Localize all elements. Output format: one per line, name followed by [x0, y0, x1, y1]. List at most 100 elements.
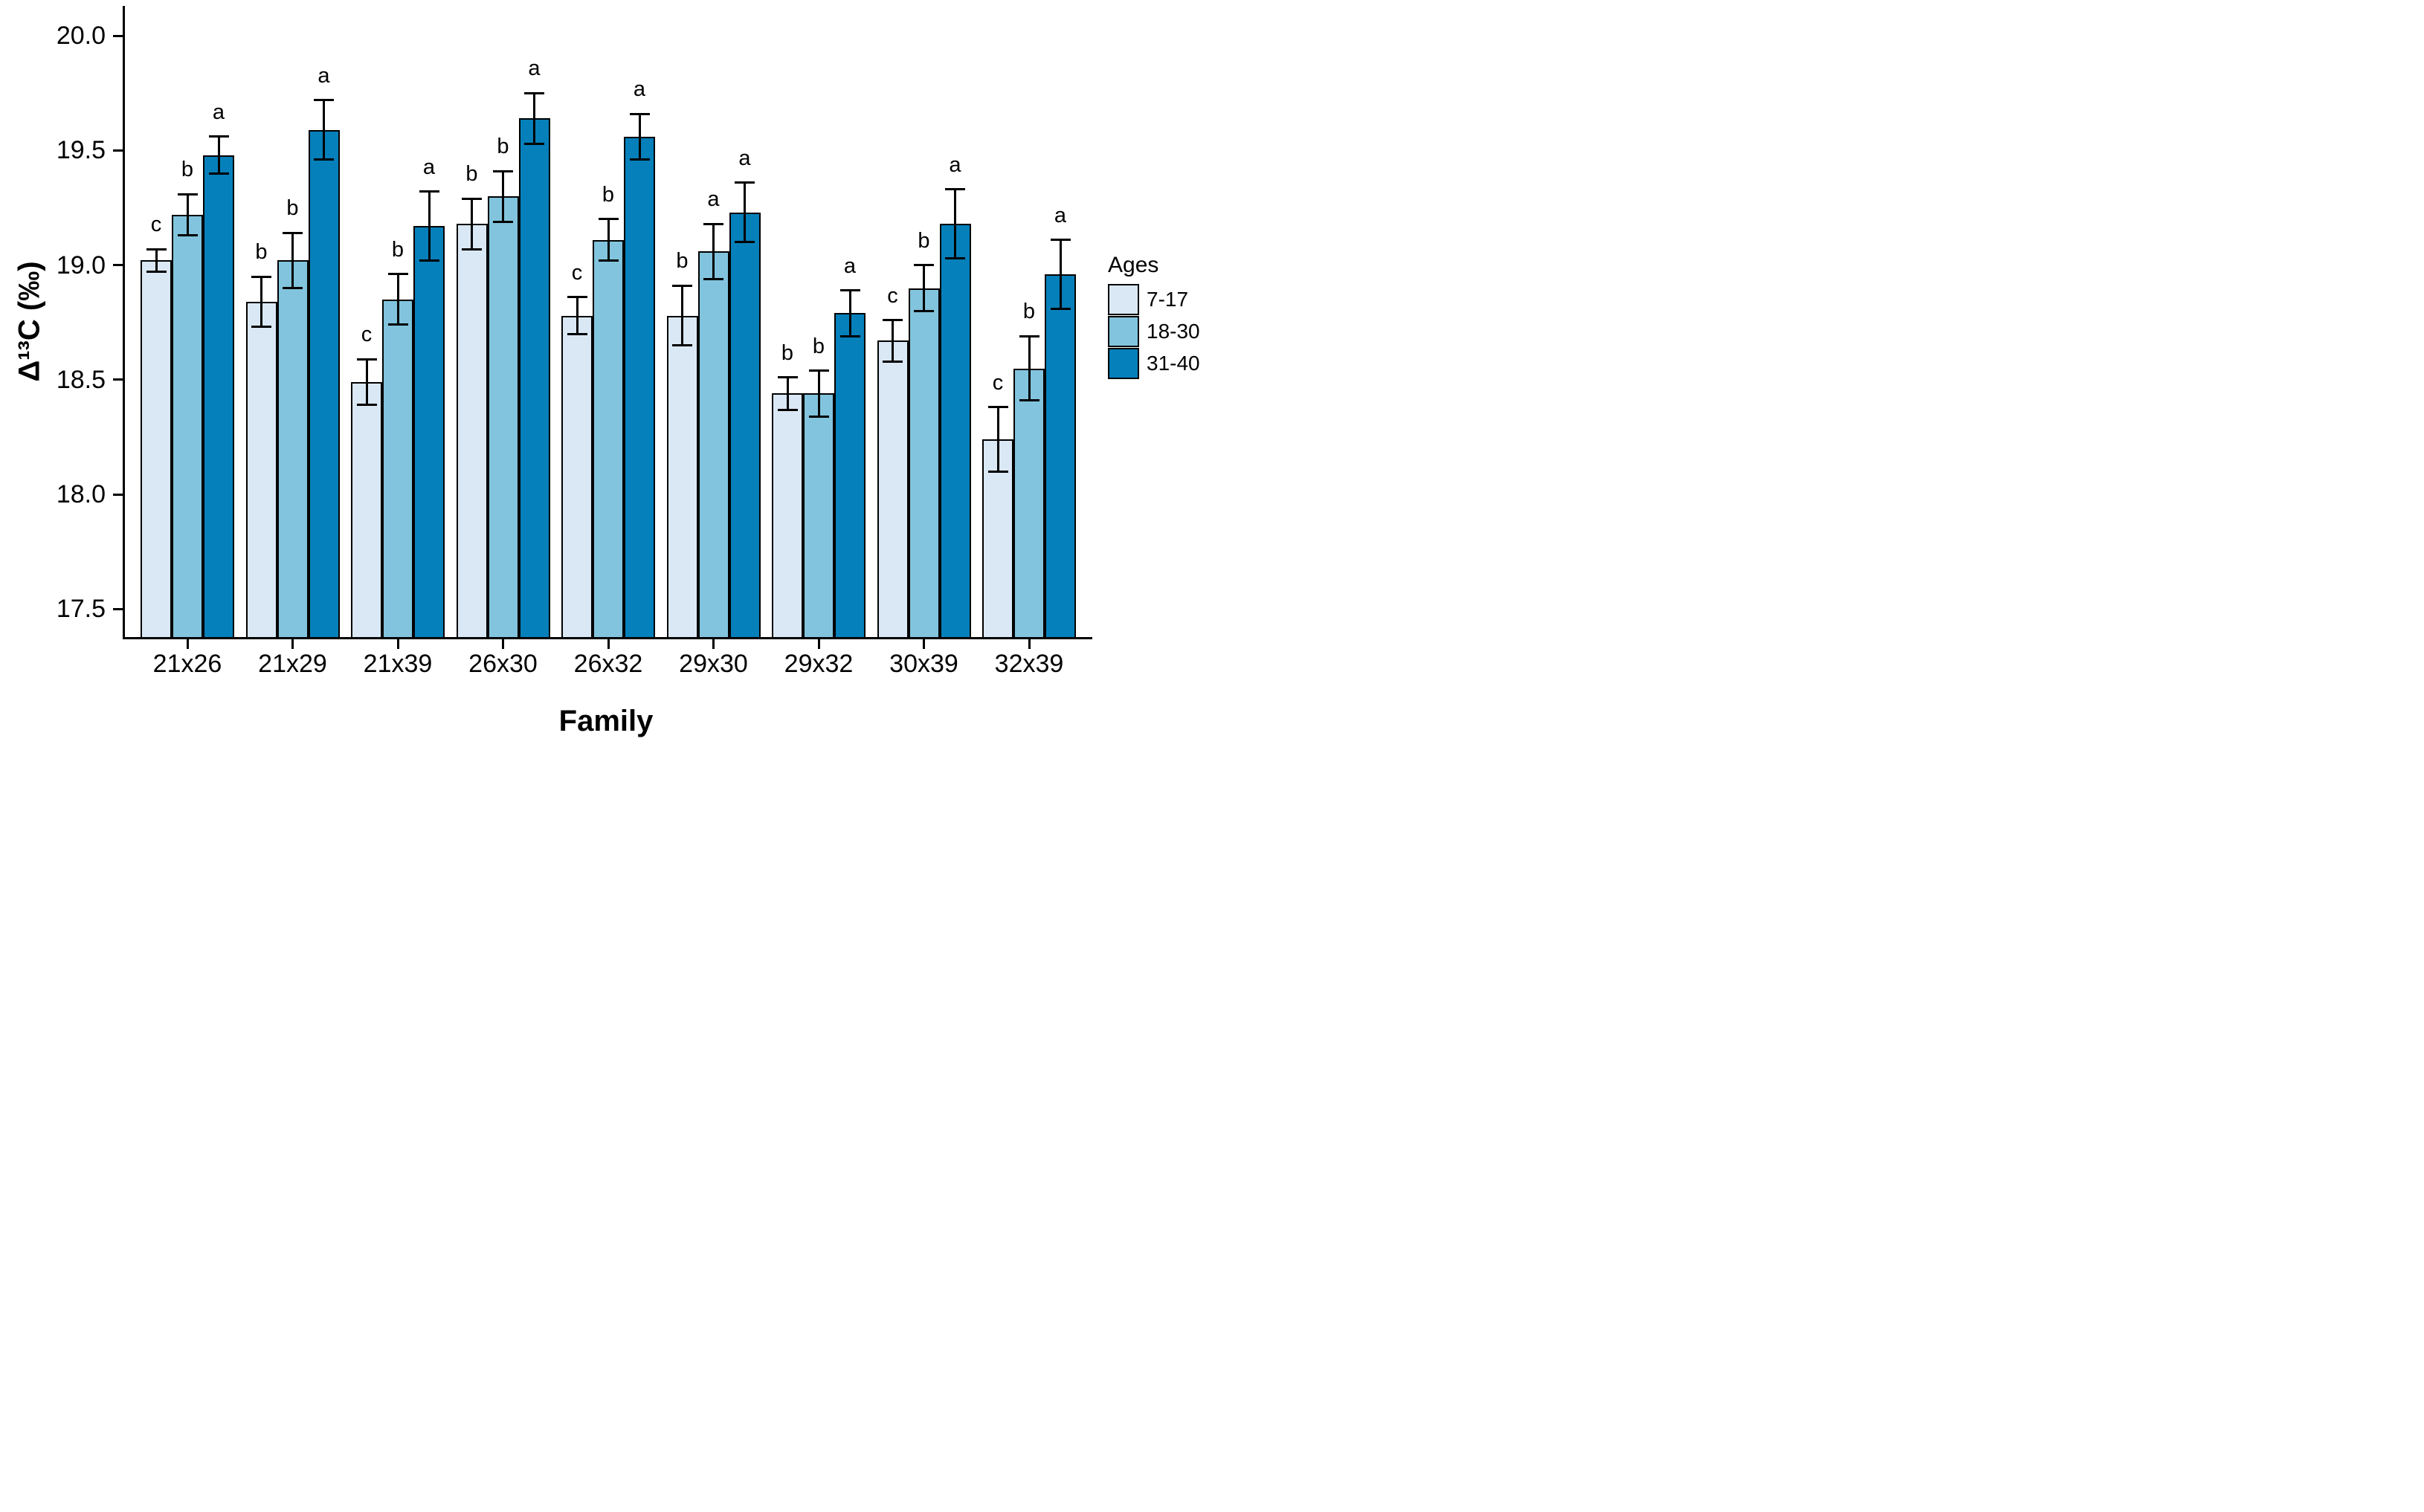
bar-18-30-21x26 — [172, 214, 203, 639]
bar-18-30-29x30 — [697, 251, 729, 639]
error-bar-cap-bottom — [1050, 307, 1071, 310]
sig-letter: b — [602, 182, 615, 207]
sig-letter: a — [949, 152, 961, 177]
bar-31-40-21x29 — [308, 129, 340, 639]
bar-7-17-32x39 — [982, 439, 1013, 639]
error-bar-line — [607, 219, 610, 261]
error-bar-cap-bottom — [735, 241, 755, 244]
error-bar-cap-top — [493, 169, 513, 172]
bar-31-40-32x39 — [1045, 274, 1076, 639]
legend-item-label: 18-30 — [1147, 320, 1200, 343]
error-bar-cap-top — [177, 193, 198, 196]
error-bar-cap-top — [524, 91, 544, 94]
bar-18-30-21x29 — [277, 260, 309, 639]
x-tick — [923, 639, 925, 649]
bar-7-17-21x26 — [141, 260, 172, 639]
error-bar-cap-bottom — [524, 142, 544, 145]
bar-18-30-21x39 — [382, 299, 413, 639]
error-bar-cap-bottom — [598, 259, 619, 262]
error-bar-cap-top — [883, 319, 903, 322]
sig-letter: c — [887, 283, 898, 308]
error-bar-cap-top — [598, 218, 619, 221]
error-bar-line — [638, 114, 641, 160]
sig-letter: b — [918, 228, 930, 253]
error-bar-cap-top — [914, 264, 934, 267]
y-axis-line — [122, 6, 125, 639]
legend-title: Ages — [1108, 253, 1159, 277]
error-bar-cap-top — [387, 273, 408, 276]
x-tick — [186, 639, 189, 649]
sig-letter: c — [992, 370, 1004, 395]
error-bar-cap-top — [735, 181, 755, 184]
bar-18-30-30x39 — [908, 288, 940, 639]
x-tick-label: 30x39 — [889, 650, 958, 678]
y-tick — [112, 378, 123, 381]
error-bar-cap-top — [356, 358, 377, 361]
error-bar-cap-bottom — [251, 326, 271, 329]
x-tick — [712, 639, 715, 649]
error-bar-cap-bottom — [462, 248, 482, 251]
error-bar-line — [217, 136, 220, 174]
sig-letter: b — [497, 135, 509, 159]
y-tick-label: 17.5 — [56, 595, 106, 624]
error-bar-cap-top — [777, 376, 798, 379]
error-bar-cap-bottom — [883, 360, 903, 363]
error-bar-cap-bottom — [146, 271, 167, 274]
error-bar-cap-bottom — [387, 323, 408, 326]
sig-letter: b — [181, 158, 194, 181]
sig-letter: a — [317, 63, 330, 88]
x-tick-label: 29x30 — [679, 650, 748, 678]
error-bar-cap-top — [567, 296, 587, 299]
y-tick-label: 18.0 — [56, 480, 106, 509]
error-bar-cap-bottom — [777, 408, 798, 411]
sig-letter: b — [781, 340, 794, 365]
error-bar-cap-bottom — [945, 256, 965, 259]
sig-letter: a — [1054, 203, 1067, 227]
error-bar-line — [954, 189, 956, 259]
legend-swatch-18-30 — [1108, 316, 1139, 347]
x-axis-title: Family — [558, 705, 654, 737]
sig-letter: c — [571, 260, 583, 285]
bar-7-17-26x32 — [561, 315, 593, 639]
y-tick — [112, 149, 123, 152]
sig-letter: b — [465, 162, 478, 187]
y-tick-label: 19.5 — [56, 136, 106, 165]
bar-31-40-29x32 — [834, 313, 866, 639]
bar-7-17-29x30 — [666, 315, 698, 639]
x-tick — [607, 639, 610, 649]
x-tick — [1028, 639, 1031, 649]
legend-swatch-31-40 — [1108, 348, 1139, 379]
y-tick — [112, 34, 123, 37]
bar-31-40-30x39 — [939, 224, 971, 639]
sig-letter: b — [286, 196, 299, 221]
bar-18-30-29x32 — [803, 393, 834, 639]
x-tick-label: 21x26 — [152, 650, 222, 678]
x-tick-label: 21x29 — [258, 650, 327, 678]
legend-item-label: 7-17 — [1147, 288, 1189, 311]
error-bar-cap-bottom — [493, 220, 513, 223]
error-bar-cap-bottom — [314, 158, 334, 161]
sig-letter: c — [150, 213, 162, 237]
sig-letter: b — [676, 249, 689, 274]
error-bar-line — [471, 198, 473, 250]
error-bar-cap-top — [839, 289, 860, 292]
sig-letter: b — [255, 240, 268, 265]
error-bar-line — [996, 407, 999, 472]
plot-area: c b a 21x26 b b a 21x29 c b a 21x39 b b a 26x30 c b a 26x32… — [0, 0, 1212, 756]
error-bar-cap-top — [703, 222, 723, 225]
error-bar-line — [576, 297, 578, 335]
bar-18-30-26x30 — [487, 196, 519, 639]
error-bar-cap-bottom — [177, 234, 198, 237]
sig-letter: a — [633, 77, 646, 102]
x-axis-line — [122, 636, 1092, 639]
legend: Ages 7-17 18-30 31-40 — [1103, 253, 1212, 401]
error-bar-line — [365, 359, 368, 405]
sig-letter: c — [361, 323, 373, 347]
sig-letter: a — [843, 253, 857, 278]
error-bar-cap-bottom — [419, 259, 439, 262]
error-bar-cap-bottom — [987, 470, 1008, 473]
x-tick-label: 21x39 — [363, 650, 433, 678]
error-bar-line — [323, 100, 325, 160]
sig-letter: b — [812, 334, 825, 358]
x-tick-label: 26x32 — [573, 650, 643, 678]
